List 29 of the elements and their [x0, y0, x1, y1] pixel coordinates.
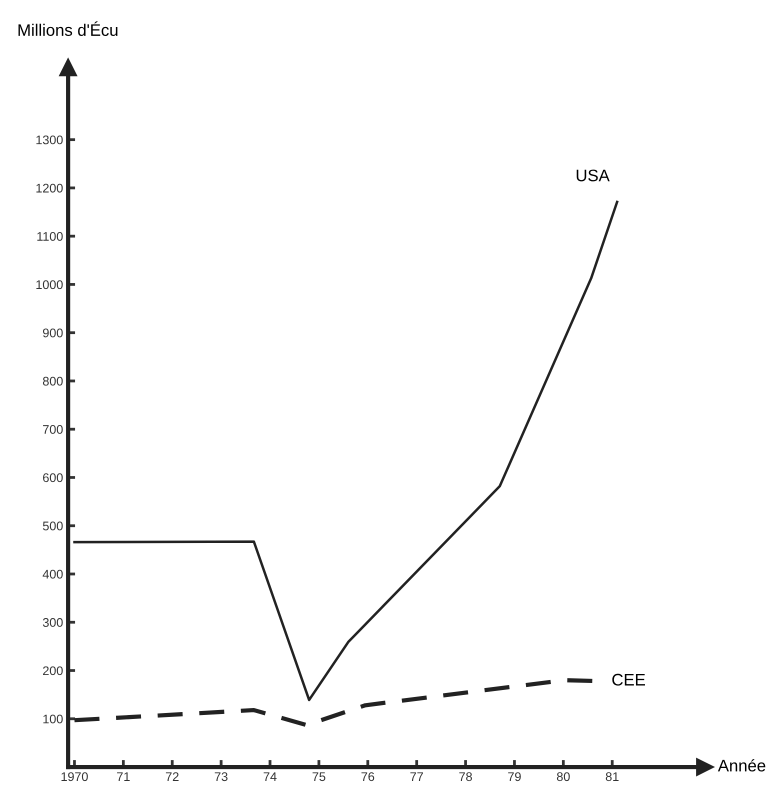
y-tick-label: 300: [42, 618, 63, 627]
x-tick-label: 74: [264, 772, 277, 781]
y-tick-label: 1200: [36, 184, 63, 193]
y-tick-label: 900: [42, 328, 63, 338]
x-tick-label: 1970: [62, 772, 88, 782]
y-tick-label: 100: [43, 714, 63, 724]
y-tick-label: 1000: [36, 280, 63, 290]
x-tick-label: 80: [556, 772, 570, 782]
y-tick-label: 1100: [37, 232, 63, 241]
y-tick-label: 1300: [36, 135, 63, 144]
x-tick-label: 78: [459, 772, 472, 782]
x-tick-label: 76: [361, 772, 374, 782]
y-tick-label: 700: [43, 425, 63, 434]
x-tick-label: 77: [410, 772, 424, 781]
x-tick-label: 79: [508, 772, 521, 782]
x-tick-label: 73: [214, 772, 228, 782]
y-tick-label: 400: [42, 570, 63, 579]
y-tick-label: 500: [42, 522, 63, 530]
x-tick-label: 81: [606, 772, 619, 782]
y-tick-label: 200: [43, 666, 63, 676]
y-tick-label: 800: [42, 376, 63, 386]
y-tick-label: 600: [43, 473, 63, 482]
y-axis-title: Millions d'Écu: [18, 21, 118, 36]
x-axis-title: Année: [718, 759, 766, 772]
x-tick-label: 72: [166, 772, 179, 781]
x-tick-label: 71: [117, 772, 130, 781]
series-label: CEE: [612, 674, 646, 686]
x-tick-label: 75: [312, 772, 326, 782]
series-label: USA: [576, 170, 610, 182]
